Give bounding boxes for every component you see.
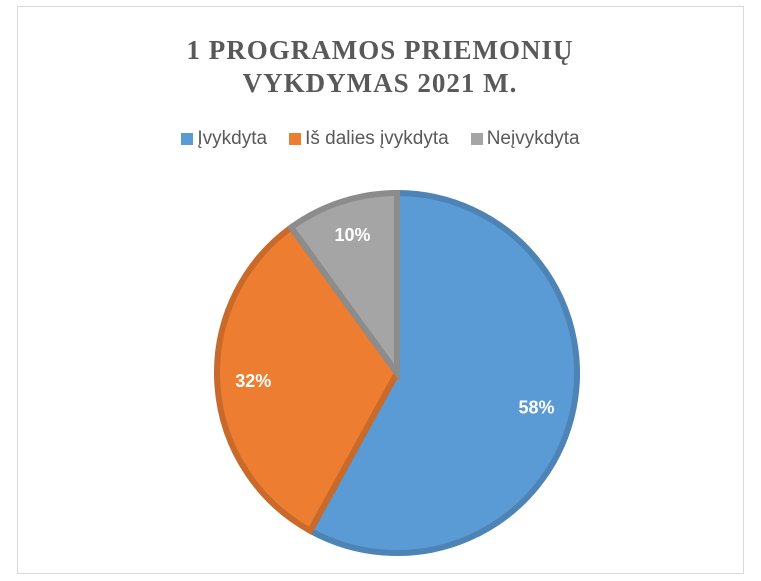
pie-slice: [287, 189, 400, 383]
pie-slice: [214, 223, 401, 535]
legend-swatch: [470, 133, 483, 145]
legend: Įvykdyta Iš dalies įvykdyta Neįvykdyta: [0, 128, 761, 150]
legend-swatch: [181, 133, 194, 145]
legend-label: Įvykdyta: [197, 128, 268, 149]
legend-label: Iš dalies įvykdyta: [305, 128, 449, 149]
data-label: 32%: [235, 371, 271, 391]
data-label: 58%: [518, 398, 554, 418]
legend-label: Neįvykdyta: [486, 128, 580, 149]
data-label: 10%: [334, 225, 370, 245]
legend-item: Neįvykdyta: [470, 128, 580, 150]
legend-item: Įvykdyta: [181, 128, 267, 150]
pie-slice: [306, 189, 580, 556]
chart-title: 1 PROGRAMOS PRIEMONIŲ VYKDYMAS 2021 M.: [186, 35, 574, 98]
chart-frame: [17, 6, 744, 574]
legend-item: Iš dalies įvykdyta: [289, 128, 449, 150]
legend-swatch: [289, 133, 302, 145]
